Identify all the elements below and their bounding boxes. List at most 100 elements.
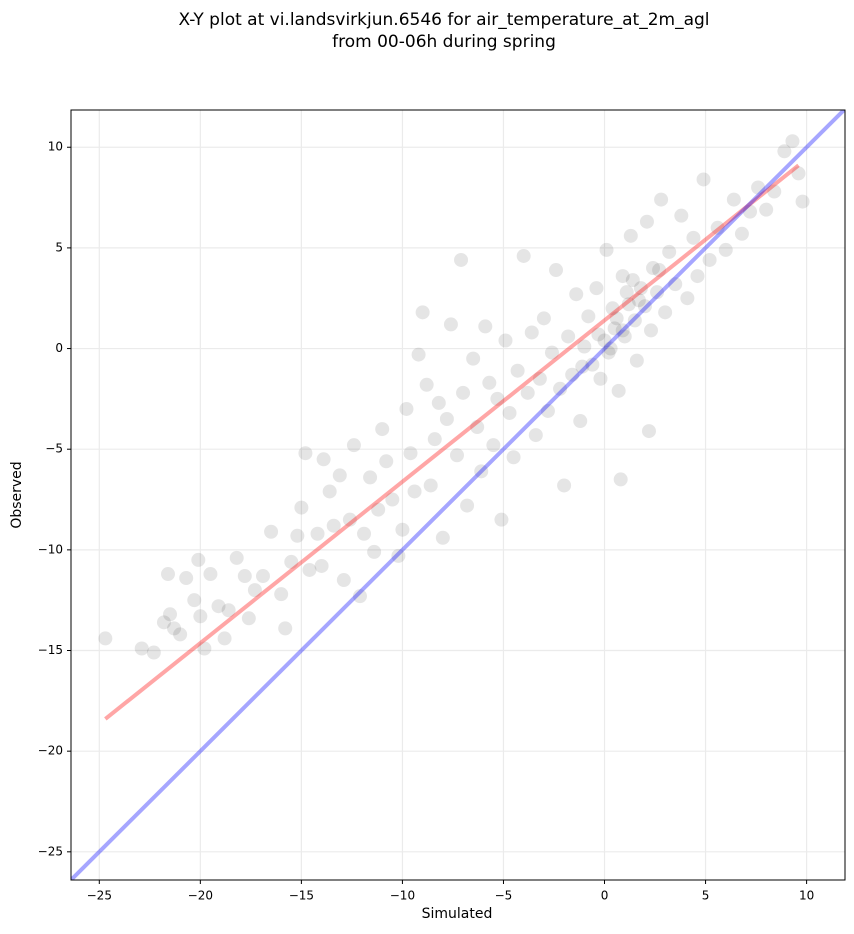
- point: [211, 599, 226, 614]
- point: [585, 357, 600, 372]
- point: [346, 438, 361, 453]
- point: [690, 269, 705, 284]
- x-tick-label: 0: [601, 889, 609, 903]
- point: [637, 299, 652, 314]
- plot-area: [71, 110, 845, 880]
- point: [577, 339, 592, 354]
- x-tick-label: −20: [188, 889, 213, 903]
- x-tick-label: −10: [390, 889, 415, 903]
- point: [652, 263, 667, 278]
- point: [490, 391, 505, 406]
- point: [456, 385, 471, 400]
- point: [146, 645, 161, 660]
- point: [646, 261, 661, 276]
- point: [777, 144, 792, 159]
- point: [565, 367, 580, 382]
- point: [619, 285, 634, 300]
- point: [605, 301, 620, 316]
- point: [633, 281, 648, 296]
- point: [613, 472, 628, 487]
- point: [557, 478, 572, 493]
- point: [399, 401, 414, 416]
- point: [294, 500, 309, 515]
- point: [403, 446, 418, 461]
- point: [631, 293, 646, 308]
- point: [506, 450, 521, 465]
- point: [411, 347, 426, 362]
- point: [290, 528, 305, 543]
- y-tick-label: 5: [55, 240, 63, 254]
- x-tick-label: 10: [799, 889, 814, 903]
- point: [454, 252, 469, 267]
- point: [611, 383, 626, 398]
- y-tick-label: −5: [45, 442, 63, 456]
- point: [573, 414, 588, 429]
- point: [255, 569, 270, 584]
- point: [575, 359, 590, 374]
- point: [544, 345, 559, 360]
- point: [419, 377, 434, 392]
- point: [375, 422, 390, 437]
- point: [702, 252, 717, 267]
- chart-title: X-Y plot at vi.landsvirkjun.6546 for air…: [178, 10, 709, 30]
- x-tick-label: −25: [87, 889, 112, 903]
- y-axis-label: Observed: [9, 461, 25, 528]
- point: [650, 285, 665, 300]
- point: [532, 371, 547, 386]
- point: [662, 244, 677, 259]
- point: [237, 569, 252, 584]
- point: [336, 573, 351, 588]
- point: [161, 567, 176, 582]
- point: [134, 641, 149, 656]
- point: [415, 305, 430, 320]
- point: [603, 341, 618, 356]
- point: [581, 309, 596, 324]
- point: [385, 492, 400, 507]
- point: [363, 470, 378, 485]
- point: [718, 242, 733, 257]
- point: [439, 412, 454, 427]
- point: [478, 319, 493, 334]
- point: [615, 269, 630, 284]
- point: [498, 333, 513, 348]
- x-tick-label: −5: [495, 889, 513, 903]
- point: [540, 403, 555, 418]
- line: [104, 163, 800, 721]
- x-axis-label: Simulated: [422, 906, 493, 922]
- point: [314, 558, 329, 573]
- point: [217, 631, 232, 646]
- point: [191, 552, 206, 567]
- point: [528, 428, 543, 443]
- point: [466, 351, 481, 366]
- point: [627, 313, 642, 328]
- point: [680, 291, 695, 306]
- point: [599, 242, 614, 257]
- point: [621, 297, 636, 312]
- point: [785, 134, 800, 149]
- y-tick-label: −10: [38, 542, 63, 556]
- point: [167, 621, 182, 636]
- point: [561, 329, 576, 344]
- point: [536, 311, 551, 326]
- y-tick-label: −25: [38, 844, 63, 858]
- point: [203, 567, 218, 582]
- point: [597, 333, 612, 348]
- x-tick-label: 5: [702, 889, 710, 903]
- point: [710, 220, 725, 235]
- point: [609, 311, 624, 326]
- point: [625, 273, 640, 288]
- point: [686, 230, 701, 245]
- point: [391, 548, 406, 563]
- y-tick-label: 10: [48, 140, 63, 154]
- point: [668, 277, 683, 292]
- point: [316, 452, 331, 467]
- point: [641, 424, 656, 439]
- point: [264, 524, 279, 539]
- point: [371, 502, 386, 517]
- point: [553, 381, 568, 396]
- point: [367, 544, 382, 559]
- point: [379, 454, 394, 469]
- point: [601, 345, 616, 360]
- point: [569, 287, 584, 302]
